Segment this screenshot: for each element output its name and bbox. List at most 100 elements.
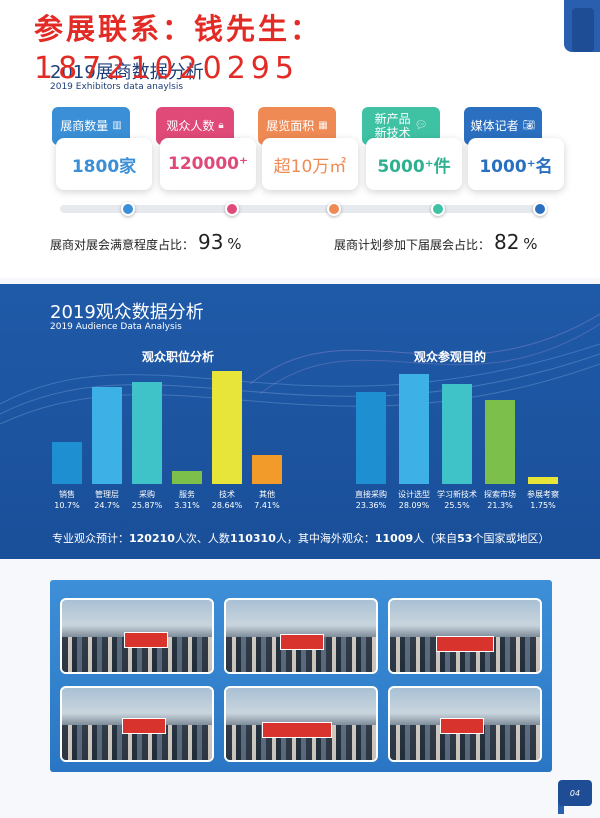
summary-overseas: 11009 xyxy=(374,532,414,545)
group-photo xyxy=(224,598,378,674)
ratio-label: 展商计划参加下届展会占比： xyxy=(334,238,491,252)
stat-tab-label: 展商数量 xyxy=(60,119,109,133)
stat-tab-label: 展览面积 xyxy=(266,119,315,133)
summary-suffix: 个国家或地区） xyxy=(472,532,550,545)
value-label: 24.7% xyxy=(94,501,120,510)
job-chart-title: 观众职位分析 xyxy=(142,350,215,364)
category-label: 其他 xyxy=(259,490,275,499)
ratio-value: 93 xyxy=(198,230,224,254)
value-label: 3.31% xyxy=(174,501,200,510)
value-label: 25.87% xyxy=(131,501,163,510)
stat-value-visitors: 120000⁺ xyxy=(160,138,256,190)
value-label: 23.36% xyxy=(355,501,387,510)
bar-label: 销售 10.7% xyxy=(45,489,89,511)
value-label: 21.3% xyxy=(487,501,513,510)
value-label: 25.5% xyxy=(444,501,470,510)
summary-countries: 53 xyxy=(457,532,473,545)
group-photo xyxy=(60,598,214,674)
group-photo xyxy=(388,686,542,762)
stat-value-new-products: 5000⁺件 xyxy=(366,138,462,190)
bar-label: 技术 28.64% xyxy=(205,489,249,511)
category-label: 直接采购 xyxy=(355,490,387,499)
category-label: 销售 xyxy=(59,490,75,499)
category-label: 技术 xyxy=(219,490,235,499)
lock-icon: 🔒︎ xyxy=(218,120,224,131)
bar-label: 参展考察 1.75% xyxy=(521,489,565,511)
bar-label: 设计选型 28.09% xyxy=(392,489,436,511)
bar-设计选型 xyxy=(399,373,429,484)
timeline-dot xyxy=(533,202,547,216)
exhibitor-section-title: 2019展商数据分析 xyxy=(50,62,204,83)
bar-chart-icon: ▥ xyxy=(112,120,122,131)
grid-icon: ▦ xyxy=(318,120,328,131)
summary-prefix: 专业观众预计： xyxy=(52,532,129,545)
stat-value-exhibitors: 1800家 xyxy=(56,138,152,190)
category-label: 探索市场 xyxy=(484,490,516,499)
category-label: 参展考察 xyxy=(527,490,559,499)
category-label: 采购 xyxy=(139,490,155,499)
summary-visits: 120210 xyxy=(129,532,175,545)
bar-采购 xyxy=(132,382,162,484)
stat-value-media: 1000⁺名 xyxy=(468,138,564,190)
audience-section-subtitle: 2019 Audience Data Analysis xyxy=(50,322,182,332)
bar-label: 学习新技术 25.5% xyxy=(435,489,479,511)
group-photo xyxy=(60,686,214,762)
camera-icon: 📷︎ xyxy=(522,120,536,131)
category-label: 设计选型 xyxy=(398,490,430,499)
audience-section: 2019观众数据分析 2019 Audience Data Analysis 观… xyxy=(0,284,600,559)
wave-decoration xyxy=(0,313,600,425)
audience-summary: 专业观众预计：120210人次、人数110310人，其中海外观众：11009人（… xyxy=(52,530,549,546)
stat-tab-label: 媒体记者 xyxy=(470,119,519,133)
bar-参展考察 xyxy=(528,477,558,484)
value-label: 10.7% xyxy=(54,501,80,510)
timeline-dot xyxy=(327,202,341,216)
audience-section-title: 2019观众数据分析 xyxy=(50,302,204,323)
summary-text: 人次、人数 xyxy=(174,532,230,545)
exhibitor-section-subtitle: 2019 Exhibitors data anaylsis xyxy=(50,82,184,92)
bar-管理层 xyxy=(92,386,122,484)
bar-探索市场 xyxy=(485,400,515,484)
category-label: 服务 xyxy=(179,490,195,499)
stat-tab-label: 新产品 新技术 xyxy=(374,112,411,140)
stat-tab-label: 观众人数 xyxy=(166,119,215,133)
value-label: 7.41% xyxy=(254,501,280,510)
ratio-label: 展商对展会满意程度占比： xyxy=(50,238,195,252)
bar-label: 管理层 24.7% xyxy=(85,489,129,511)
value-label: 28.64% xyxy=(211,501,243,510)
page-tab-decoration xyxy=(558,800,564,814)
bar-销售 xyxy=(52,441,82,484)
timeline-dot xyxy=(225,202,239,216)
bar-其他 xyxy=(252,454,282,484)
ratio-value: 82 xyxy=(494,230,520,254)
contact-name: 参展联系：钱先生： xyxy=(34,12,323,46)
photo-gallery xyxy=(50,580,552,772)
summary-text: 人（来自 xyxy=(413,532,458,545)
value-label: 1.75% xyxy=(530,501,556,510)
bar-技术 xyxy=(212,371,242,484)
bar-label: 其他 7.41% xyxy=(245,489,289,511)
ratio-unit: % xyxy=(523,235,538,253)
group-photo xyxy=(224,686,378,762)
bar-label: 直接采购 23.36% xyxy=(349,489,393,511)
bar-学习新技术 xyxy=(442,383,472,484)
summary-text: 人，其中海外观众： xyxy=(275,532,375,545)
bar-label: 服务 3.31% xyxy=(165,489,209,511)
summary-people: 110310 xyxy=(229,532,276,545)
category-label: 管理层 xyxy=(95,490,119,499)
value-label: 28.09% xyxy=(398,501,430,510)
bar-label: 探索市场 21.3% xyxy=(478,489,522,511)
stat-value-area: 超10万㎡ xyxy=(262,138,358,190)
timeline-dot xyxy=(431,202,445,216)
bar-直接采购 xyxy=(356,392,386,484)
category-label: 学习新技术 xyxy=(437,490,477,499)
satisfaction-ratio: 展商对展会满意程度占比： 93 % xyxy=(50,230,242,254)
chat-icon: 💬︎ xyxy=(414,120,428,131)
purpose-chart-title: 观众参观目的 xyxy=(414,350,487,364)
timeline-track xyxy=(60,205,540,213)
bar-服务 xyxy=(172,470,202,484)
contact-phone: 18721020295 xyxy=(34,51,299,86)
timeline-dot xyxy=(121,202,135,216)
bar-label: 采购 25.87% xyxy=(125,489,169,511)
page-number-text: 04 xyxy=(569,788,581,798)
